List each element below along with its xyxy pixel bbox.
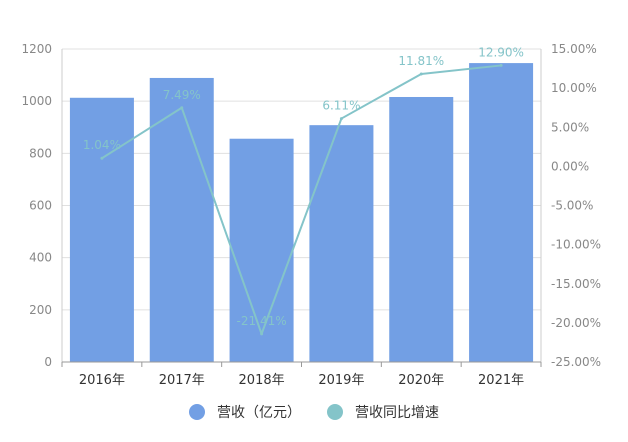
gridlines (62, 48, 541, 363)
line-data-label: 11.81% (398, 54, 444, 68)
bar-series (69, 63, 534, 363)
y-right-tick-label: -10.00% (551, 238, 601, 252)
y-right-tick-label: 15.00% (551, 42, 597, 56)
x-tick-label: 2020年 (398, 373, 444, 388)
bar (389, 96, 454, 362)
bar (309, 125, 374, 362)
x-tick-label: 2016年 (79, 373, 125, 388)
legend-item-revenue[interactable]: 营收（亿元） (189, 402, 301, 422)
y-left-tick-label: 0 (44, 355, 52, 369)
line-point (499, 63, 503, 67)
bar (229, 138, 294, 362)
bar (149, 77, 214, 362)
y-left-tick-label: 400 (29, 251, 52, 265)
y-right-tick-label: -20.00% (551, 316, 601, 330)
line-point (419, 72, 423, 76)
x-tick-label: 2019年 (318, 373, 364, 388)
y-left-tick-label: 1000 (21, 94, 52, 108)
y-right-tick-label: -15.00% (551, 277, 601, 291)
x-tick-label: 2021年 (478, 373, 524, 388)
bar (69, 97, 134, 363)
growth-line (101, 64, 502, 335)
data-labels: 1.04% 7.49% -21.41% 6.11% 11.81% 12.90% (83, 45, 524, 327)
y-left-tick-label: 600 (29, 199, 52, 213)
y-right-tick-label: -5.00% (551, 199, 593, 213)
legend: 营收（亿元） 营收同比增速 (0, 398, 628, 426)
y-left-tick-label: 200 (29, 303, 52, 317)
y-left-tick-label: 800 (29, 146, 52, 160)
line-point (260, 332, 264, 336)
legend-dot-growth (327, 404, 343, 420)
legend-item-growth[interactable]: 营收同比增速 (327, 402, 439, 422)
line-point (100, 156, 104, 160)
y-right-tick-label: -25.00% (551, 355, 601, 369)
bar (469, 63, 534, 363)
legend-label-revenue: 营收（亿元） (217, 405, 301, 421)
line-data-label: -21.41% (237, 314, 287, 328)
line-data-label: 12.90% (478, 45, 524, 59)
y-left-tick-label: 1200 (21, 42, 52, 56)
x-tick-label: 2017年 (159, 373, 205, 388)
legend-dot-revenue (189, 404, 205, 420)
x-tick-label: 2018年 (239, 373, 285, 388)
line-series (100, 63, 503, 336)
line-data-label: 7.49% (163, 88, 201, 102)
y-right-tick-label: 0.00% (551, 159, 589, 173)
line-point (339, 117, 343, 121)
legend-label-growth: 营收同比增速 (355, 405, 439, 421)
line-point (180, 106, 184, 110)
y-right-tick-label: 5.00% (551, 120, 589, 134)
axes: 0 200 400 600 800 1000 1200 -25.00% -20.00% -15.0… (21, 42, 601, 388)
y-right-tick-label: 10.00% (551, 81, 597, 95)
line-data-label: 1.04% (83, 138, 121, 152)
line-data-label: 6.11% (322, 99, 360, 113)
